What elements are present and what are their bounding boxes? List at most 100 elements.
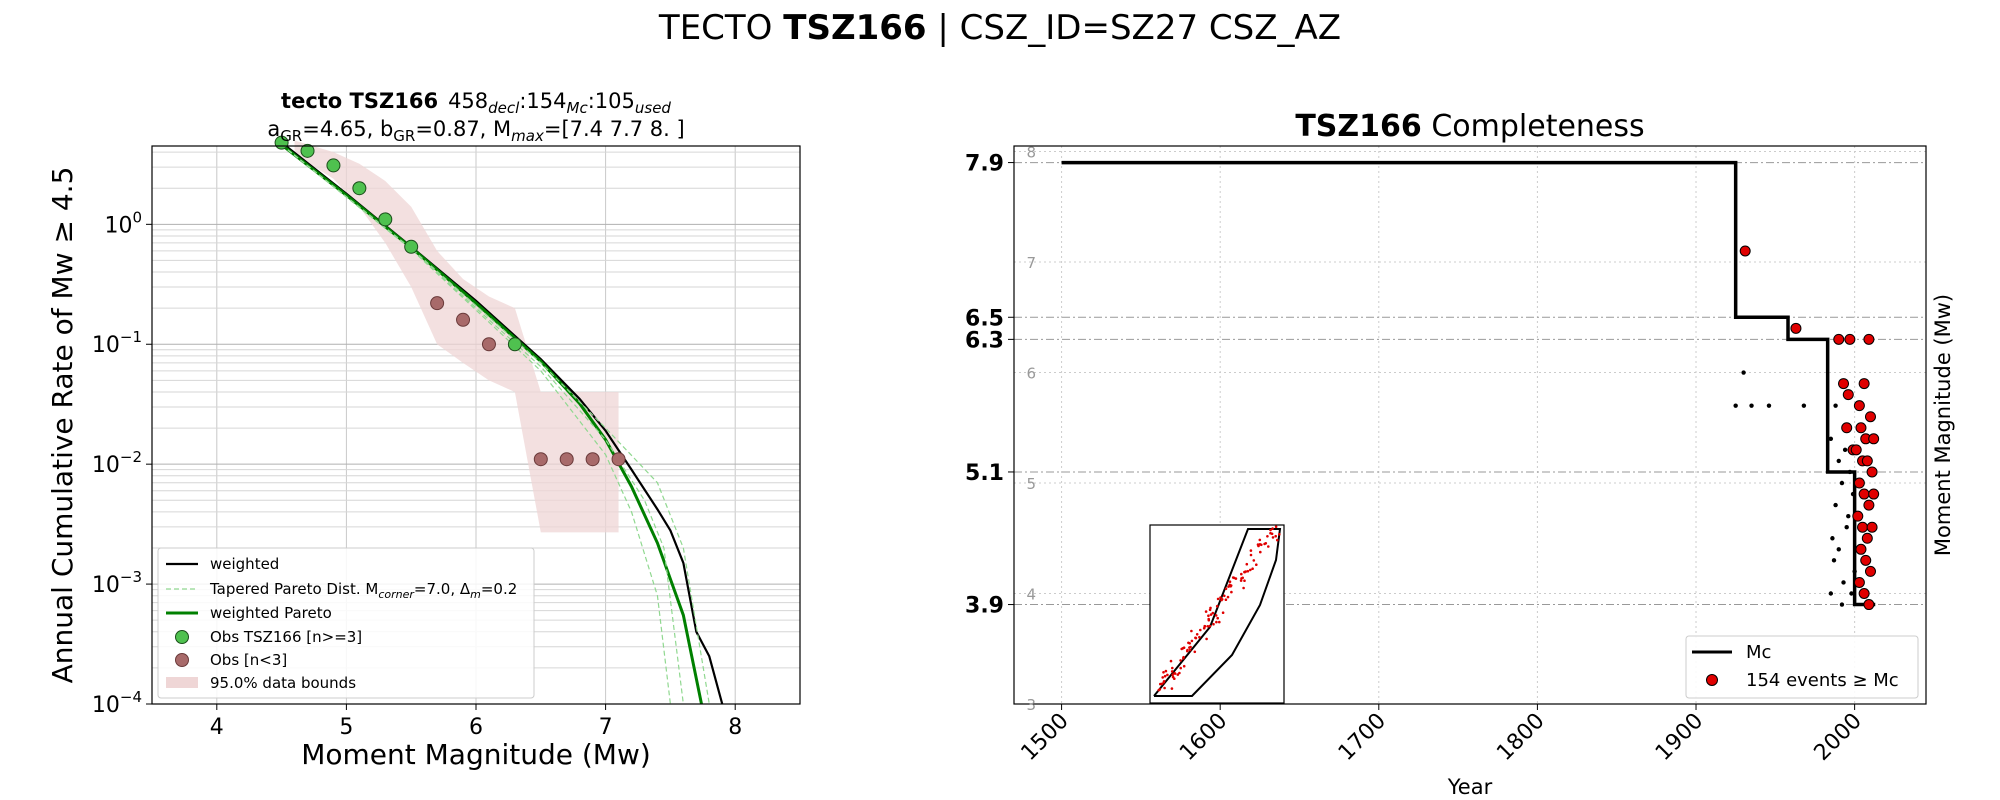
left-xlabel: Moment Magnitude (Mw): [301, 738, 651, 771]
inset-epicenter: [1173, 672, 1176, 675]
inset-epicenter: [1278, 533, 1281, 536]
x-tick-label: 1900: [1651, 709, 1708, 766]
inset-zone-outline: [1153, 528, 1282, 697]
obs-point-few: [559, 452, 574, 467]
inset-epicenter: [1249, 568, 1252, 572]
inset-epicenter: [1216, 616, 1219, 620]
event-above-mc: [1864, 411, 1876, 423]
legend-label-obs-few: Obs [n<3]: [210, 651, 287, 669]
inset-epicenter: [1227, 585, 1230, 588]
inset-epicenter: [1226, 595, 1230, 599]
y-minor-tick-label: 6: [1026, 365, 1036, 383]
event-above-mc: [1855, 422, 1867, 434]
inset-epicenter: [1231, 576, 1235, 579]
inset-epicenter: [1169, 659, 1173, 663]
event-above-mc: [1852, 510, 1864, 522]
inset-epicenter: [1190, 639, 1194, 643]
event-above-mc: [1853, 576, 1865, 588]
y-tick-label: 10−3: [92, 568, 142, 598]
event-below-mc: [1844, 525, 1849, 530]
obs-point: [507, 337, 522, 352]
inset-epicenters: [1157, 525, 1281, 692]
y-tick-label: 10−2: [92, 448, 142, 478]
inset-epicenter: [1205, 637, 1208, 641]
left-legend: weighted Tapered Pareto Dist. Mcorner=7.…: [157, 547, 535, 699]
inset-epicenter: [1199, 628, 1202, 632]
inset-epicenter: [1195, 633, 1199, 636]
inset-epicenter: [1178, 671, 1181, 675]
event-below-mc: [1839, 480, 1845, 486]
event-above-mc: [1833, 333, 1845, 345]
inset-epicenter: [1276, 538, 1279, 542]
y-minor-tick-label: 3: [1026, 696, 1036, 714]
left-ylabel: Annual Cumulative Rate of Mw ≥ 4.5: [46, 167, 79, 684]
event-below-mc: [1766, 403, 1772, 408]
inset-epicenter: [1257, 544, 1260, 548]
inset-epicenter: [1269, 531, 1272, 535]
inset-epicenter: [1234, 577, 1238, 580]
event-above-mc: [1861, 455, 1873, 467]
event-above-mc: [1868, 488, 1880, 500]
event-above-mc: [1842, 389, 1854, 401]
inset-epicenter: [1230, 590, 1233, 594]
inset-epicenter: [1203, 624, 1206, 628]
x-tick-label: 1600: [1175, 709, 1232, 766]
left-title: tecto TSZ166 458decl:154Mc:105used: [281, 89, 671, 117]
inset-epicenter: [1245, 562, 1249, 566]
obs-point-few: [533, 452, 548, 467]
event-above-mc: [1858, 588, 1870, 600]
legend-label-tapered: Tapered Pareto Dist. Mcorner=7.0, Δm=0.2: [209, 580, 517, 601]
obs-point-few: [430, 296, 445, 311]
inset-epicenter: [1224, 587, 1228, 591]
right-legend: Mc 154 events ≥ Mc: [1685, 635, 1919, 699]
inset-epicenter: [1216, 597, 1220, 601]
inset-epicenter: [1162, 681, 1166, 684]
right-chart: 1500 1600 1700 1800 1900 2000 3 4 5 6 7 8 7.9 6.56.3 5…: [965, 109, 1955, 799]
event-above-mc: [1864, 565, 1876, 577]
inset-epicenter: [1188, 648, 1192, 652]
inset-epicenter: [1218, 620, 1221, 624]
event-above-mc: [1868, 433, 1880, 445]
mc-tick-label: 5.1: [965, 461, 1004, 486]
inset-epicenter: [1266, 535, 1269, 538]
inset-epicenter: [1259, 550, 1262, 554]
obs-point: [404, 239, 419, 254]
x-tick-label: 2000: [1810, 709, 1867, 766]
right-xlabel: Year: [1447, 775, 1493, 799]
x-tick-label: 8: [728, 715, 742, 740]
event-above-mc: [1858, 488, 1870, 500]
obs-point-few: [611, 452, 626, 467]
mc-tick-label: 6.3: [965, 328, 1004, 353]
inset-epicenter: [1206, 625, 1210, 628]
event-below-mc: [1833, 502, 1838, 508]
event-below-mc: [1801, 403, 1807, 408]
series-line: [280, 143, 703, 705]
inset-epicenter: [1240, 572, 1243, 576]
inset-epicenter: [1162, 671, 1165, 674]
inset-epicenter: [1241, 576, 1244, 580]
y-minor-tick-label: 5: [1026, 475, 1036, 493]
series-line: [281, 144, 684, 705]
inset-epicenter: [1229, 585, 1232, 588]
event-above-mc: [1857, 521, 1869, 533]
inset-epicenter: [1182, 655, 1185, 659]
event-below-mc: [1828, 591, 1834, 596]
event-above-mc: [1838, 378, 1850, 390]
y-minor-tick-label: 8: [1026, 144, 1036, 162]
event-below-mc: [1733, 403, 1738, 408]
event-below-mc: [1841, 580, 1846, 585]
inset-epicenter: [1198, 635, 1201, 639]
mc-tick-label: 6.5: [965, 306, 1004, 331]
legend-swatch-bounds: [166, 677, 198, 688]
inset-epicenter: [1221, 611, 1225, 614]
inset-epicenter: [1224, 598, 1228, 601]
event-below-mc: [1831, 558, 1837, 563]
event-above-mc: [1866, 521, 1878, 533]
inset-epicenter: [1158, 688, 1162, 691]
legend-swatch-events: [1706, 674, 1718, 686]
event-below-mc: [1749, 403, 1754, 408]
inset-map: [1149, 524, 1285, 704]
inset-epicenter: [1258, 543, 1262, 546]
inset-epicenter: [1211, 611, 1215, 615]
